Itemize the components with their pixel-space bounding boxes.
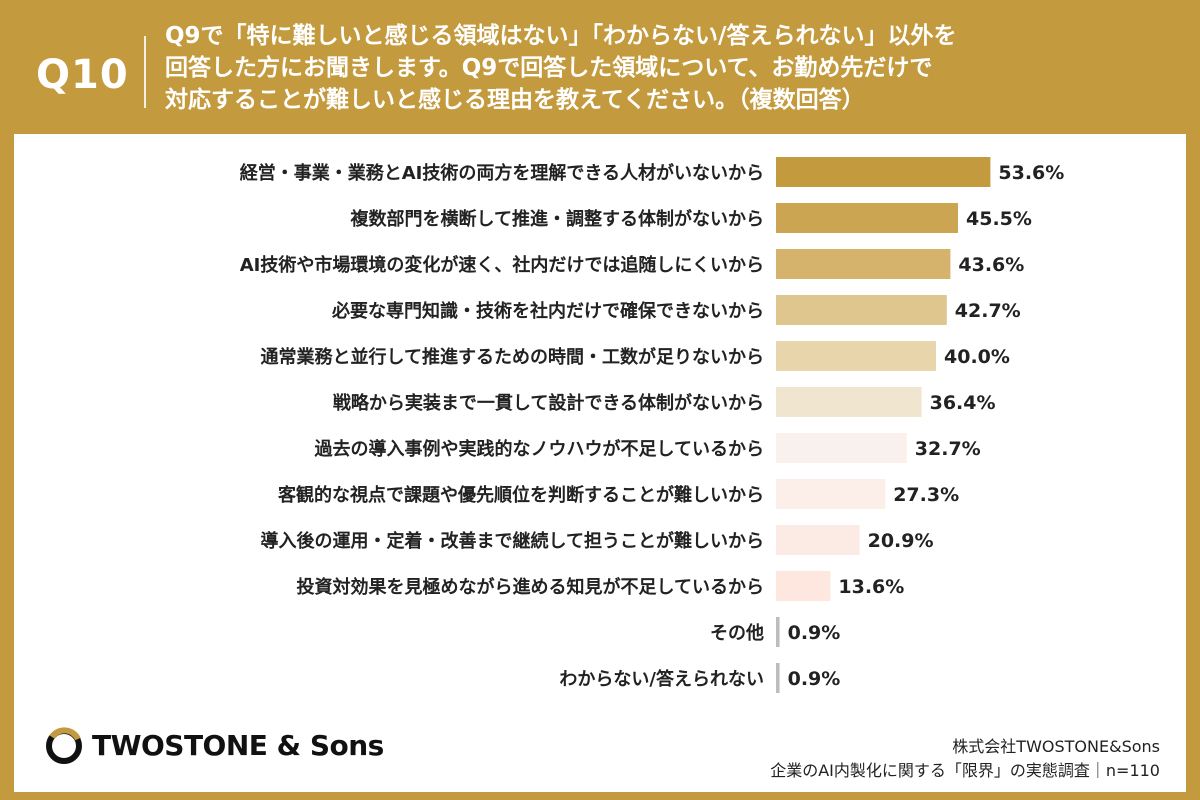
value-label: 40.0%: [944, 346, 1010, 368]
value-label: 42.7%: [955, 300, 1021, 322]
value-label: 0.9%: [788, 668, 841, 690]
category-label: 複数部門を横断して推進・調整する体制がないから: [350, 208, 764, 230]
question-line: 対応することが難しいと感じる理由を教えてください。（複数回答）: [165, 87, 865, 113]
value-label: 45.5%: [966, 208, 1032, 230]
value-label: 13.6%: [838, 576, 904, 598]
category-label: わからない/答えられない: [559, 668, 764, 690]
question-line: Q9で「特に難しいと感じる領域はない」「わからない/答えられない」以外を: [165, 23, 957, 49]
value-label: 0.9%: [788, 622, 841, 644]
category-label: 導入後の運用・定着・改善まで継続して担うことが難しいから: [261, 530, 764, 552]
company-logo: TWOSTONE & Sons: [44, 720, 384, 770]
source-note: 株式会社TWOSTONE&Sons 企業のAI内製化に関する「限界」の実態調査｜…: [770, 735, 1160, 783]
bar: [776, 295, 947, 325]
bar-chart: 経営・事業・業務とAI技術の両方を理解できる人材がいないから 53.6% 複数部門を…: [240, 157, 1064, 693]
value-label: 27.3%: [893, 484, 959, 506]
value-label: 20.9%: [868, 530, 934, 552]
bar: [776, 525, 860, 555]
value-label: 53.6%: [998, 162, 1064, 184]
bar: [776, 249, 951, 279]
bar: [776, 433, 907, 463]
survey-info: 企業のAI内製化に関する「限界」の実態調査｜n=110: [770, 761, 1160, 780]
bar: [776, 157, 991, 187]
category-label: 戦略から実装まで一貫して設計できる体制がないから: [333, 392, 764, 414]
bar: [776, 479, 886, 509]
bar: [776, 387, 922, 417]
bar: [776, 203, 958, 233]
bar: [776, 341, 936, 371]
company-name: 株式会社TWOSTONE&Sons: [952, 737, 1160, 756]
question-header: Q10 Q9で「特に難しいと感じる領域はない」「わからない/答えられない」以外を…: [0, 0, 1200, 134]
bar: [776, 663, 780, 693]
chart-panel: 経営・事業・業務とAI技術の両方を理解できる人材がいないから 53.6% 複数部門を…: [14, 134, 1186, 792]
logo-wordmark: TWOSTONE & Sons: [92, 728, 384, 762]
category-label: 必要な専門知識・技術を社内だけで確保できないから: [331, 300, 764, 322]
question-line: 回答した方にお聞きします。Q9で回答した領域について、お勤め先だけで: [165, 55, 933, 81]
category-label: 客観的な視点で課題や優先順位を判断することが難しいから: [278, 484, 764, 506]
bar: [776, 617, 780, 647]
question-number: Q10: [36, 52, 129, 98]
category-label: 過去の導入事例や実践的なノウハウが不足しているから: [315, 438, 764, 460]
value-label: 36.4%: [930, 392, 996, 414]
category-label: 投資対効果を見極めながら進める知見が不足しているから: [297, 576, 764, 598]
category-label: AI技術や市場環境の変化が速く、社内だけでは追随しにくいから: [240, 254, 764, 276]
value-label: 32.7%: [915, 438, 981, 460]
category-label: 経営・事業・業務とAI技術の両方を理解できる人材がいないから: [240, 162, 764, 184]
category-label: その他: [710, 622, 764, 644]
header-divider: [144, 36, 146, 108]
question-text: Q9で「特に難しいと感じる領域はない」「わからない/答えられない」以外を 回答し…: [165, 20, 1165, 116]
bar: [776, 571, 831, 601]
value-label: 43.6%: [958, 254, 1024, 276]
category-label: 通常業務と並行して推進するための時間・工数が足りないから: [261, 346, 764, 368]
logo-mark-icon: [46, 727, 82, 764]
